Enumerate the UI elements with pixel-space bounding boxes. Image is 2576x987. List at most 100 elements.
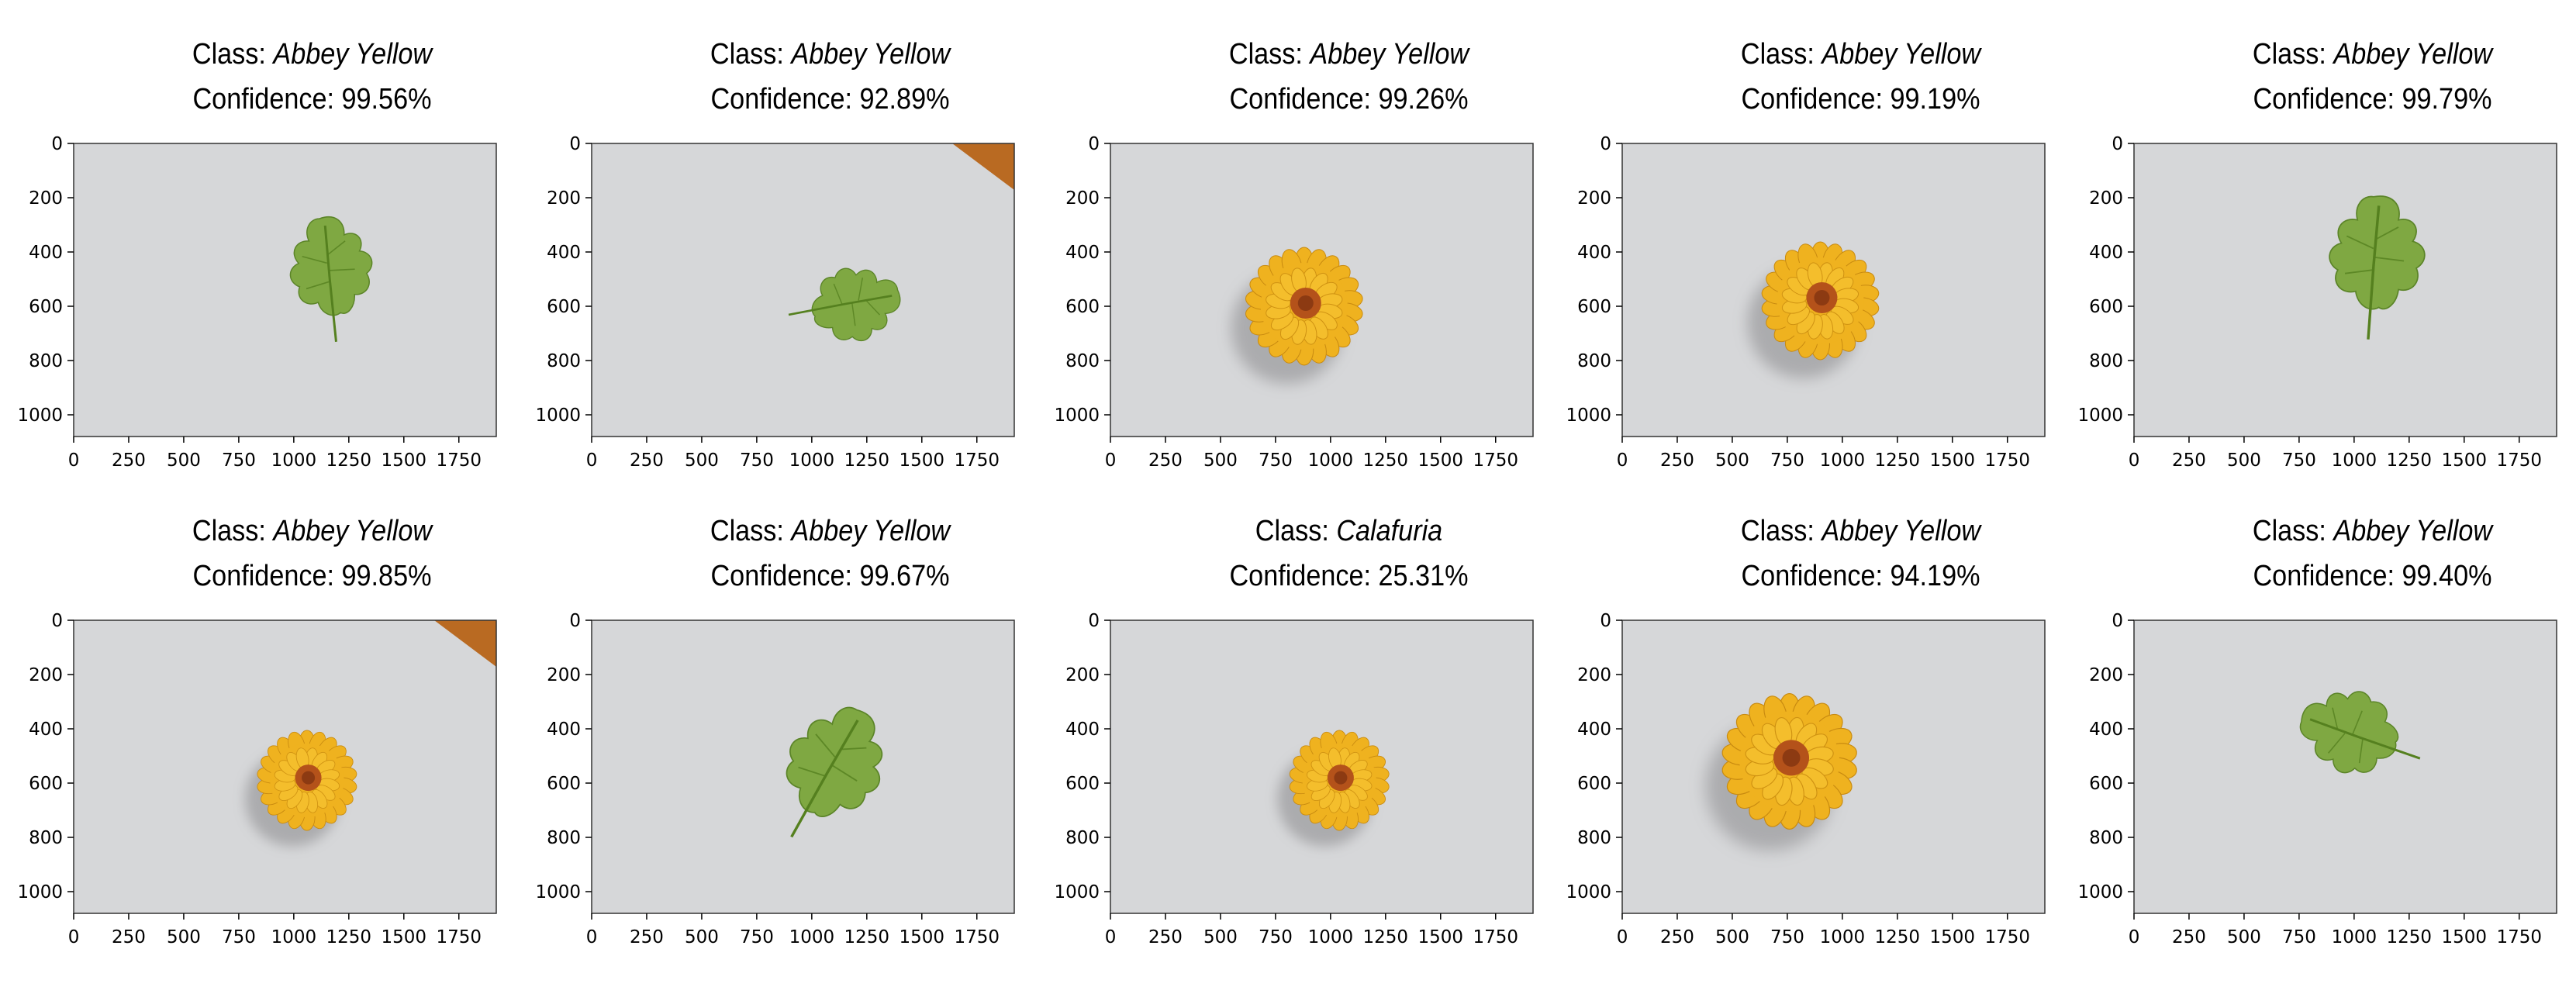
x-tick-label: 0 — [586, 450, 598, 471]
confidence-value: 99.19% — [1890, 83, 1980, 116]
y-tick-label: 0 — [2112, 611, 2123, 631]
plot-frame — [1110, 143, 1534, 437]
image-plot: 0 250 500 750 1000 1250 1500 1750 0 200 400 600 800 1… — [17, 134, 497, 471]
photo-background — [74, 143, 496, 437]
y-tick-label: 400 — [2089, 243, 2123, 263]
y-tick-label: 800 — [1065, 351, 1100, 371]
y-tick-label: 0 — [569, 134, 581, 154]
x-tick-label: 1750 — [436, 450, 482, 471]
flower-subject — [1705, 693, 1857, 851]
class-prefix: Class: — [1255, 515, 1337, 547]
y-tick-label: 600 — [29, 774, 63, 794]
confidence-value: 99.40% — [2402, 560, 2492, 592]
x-tick-label: 1500 — [1418, 927, 1464, 947]
plot-frame — [2133, 619, 2557, 914]
prediction-panel: Class: Abbey Yellow Confidence: 99.85% 0 25… — [17, 500, 585, 987]
x-tick-label: 500 — [1203, 927, 1238, 947]
x-tick-label: 250 — [112, 450, 146, 471]
class-prefix: Class: — [2252, 515, 2334, 547]
x-tick-label: 1000 — [1820, 450, 1866, 471]
x-tick-label: 1750 — [1473, 450, 1518, 471]
plot-frame — [73, 619, 497, 914]
y-tick-label: 200 — [1065, 188, 1100, 209]
flower-subject — [244, 730, 357, 847]
x-tick-label: 1750 — [1984, 927, 2030, 947]
y-tick-label: 0 — [51, 134, 63, 154]
class-label: Abbey Yellow — [1310, 38, 1469, 71]
y-tick-label: 400 — [547, 243, 581, 263]
x-tick-label: 1250 — [2387, 450, 2433, 471]
image-plot: 0 250 500 750 1000 1250 1500 1750 0 200 400 600 800 1… — [535, 134, 1015, 471]
y-tick-label: 400 — [29, 720, 63, 740]
y-tick-label: 400 — [547, 720, 581, 740]
x-tick-label: 1000 — [271, 450, 317, 471]
x-tick-label: 500 — [685, 927, 719, 947]
flower-subject — [1747, 241, 1880, 378]
x-tick-label: 1500 — [1930, 450, 1976, 471]
x-tick-label: 250 — [630, 450, 664, 471]
confidence-value: 94.19% — [1890, 560, 1980, 592]
confidence-title: Confidence: 99.40% — [2126, 553, 2576, 599]
y-tick-label: 1000 — [1054, 882, 1100, 902]
x-tick-label: 1500 — [2442, 927, 2488, 947]
y-tick-label: 200 — [2089, 665, 2123, 685]
leaf-subject — [2329, 195, 2426, 340]
x-tick-label: 1000 — [2332, 927, 2377, 947]
confidence-title: Confidence: 99.79% — [2126, 76, 2576, 123]
plot-frame — [1621, 143, 2046, 437]
confidence-title: Confidence: 25.31% — [1103, 553, 1595, 599]
leaf-subject — [788, 267, 901, 342]
x-tick-label: 0 — [2129, 450, 2140, 471]
confidence-value: 99.56% — [341, 83, 432, 116]
confidence-title: Confidence: 92.89% — [584, 76, 1076, 123]
class-prefix: Class: — [1228, 38, 1310, 71]
x-tick-label: 500 — [1203, 450, 1238, 471]
x-tick-label: 250 — [1660, 450, 1694, 471]
class-title: Class: Abbey Yellow — [2126, 31, 2576, 78]
x-tick-label: 1250 — [1363, 450, 1409, 471]
x-tick-label: 1500 — [900, 450, 945, 471]
confidence-value: 25.31% — [1378, 560, 1469, 592]
y-tick-label: 200 — [547, 665, 581, 685]
confidence-prefix: Confidence: — [192, 83, 342, 116]
confidence-prefix: Confidence: — [1229, 83, 1379, 116]
y-tick-label: 1000 — [535, 882, 581, 902]
confidence-prefix: Confidence: — [192, 560, 342, 592]
x-tick-label: 1750 — [2496, 927, 2542, 947]
class-label: Abbey Yellow — [1822, 515, 1981, 547]
x-tick-label: 0 — [68, 450, 80, 471]
x-tick-label: 1250 — [844, 450, 890, 471]
x-tick-label: 750 — [222, 450, 256, 471]
plot-frame — [73, 143, 497, 437]
y-tick-label: 600 — [2089, 297, 2123, 317]
x-tick-label: 1500 — [382, 450, 427, 471]
y-tick-label: 0 — [1088, 134, 1100, 154]
confidence-title: Confidence: 99.19% — [1614, 76, 2107, 123]
y-tick-label: 400 — [1065, 243, 1100, 263]
confidence-prefix: Confidence: — [1741, 560, 1891, 592]
x-tick-label: 250 — [112, 927, 146, 947]
plot-frame — [2133, 143, 2557, 437]
y-tick-label: 0 — [1600, 134, 1611, 154]
class-title: Class: Abbey Yellow — [1614, 508, 2107, 554]
image-plot: 0 250 500 750 1000 1250 1500 1750 0 200 400 600 800 1… — [1566, 611, 2046, 947]
x-tick-label: 0 — [1105, 450, 1117, 471]
x-tick-label: 1250 — [2387, 927, 2433, 947]
y-tick-label: 200 — [1577, 665, 1611, 685]
y-tick-label: 400 — [29, 243, 63, 263]
x-tick-label: 1500 — [1418, 450, 1464, 471]
x-tick-label: 1250 — [326, 450, 372, 471]
y-tick-label: 400 — [1577, 243, 1611, 263]
leaf-subject — [2299, 691, 2421, 774]
x-tick-label: 1750 — [436, 927, 482, 947]
x-tick-label: 500 — [2227, 450, 2261, 471]
class-title: Class: Abbey Yellow — [584, 508, 1076, 554]
x-tick-label: 1000 — [1308, 450, 1354, 471]
image-plot: 0 250 500 750 1000 1250 1500 1750 0 200 400 600 800 1… — [2077, 611, 2557, 947]
image-plot: 0 250 500 750 1000 1250 1500 1750 0 200 400 600 800 1… — [1054, 611, 1534, 947]
x-tick-label: 500 — [1715, 450, 1749, 471]
class-prefix: Class: — [1740, 38, 1822, 71]
x-tick-label: 1500 — [1930, 927, 1976, 947]
confidence-value: 99.67% — [859, 560, 950, 592]
y-tick-label: 600 — [547, 297, 581, 317]
